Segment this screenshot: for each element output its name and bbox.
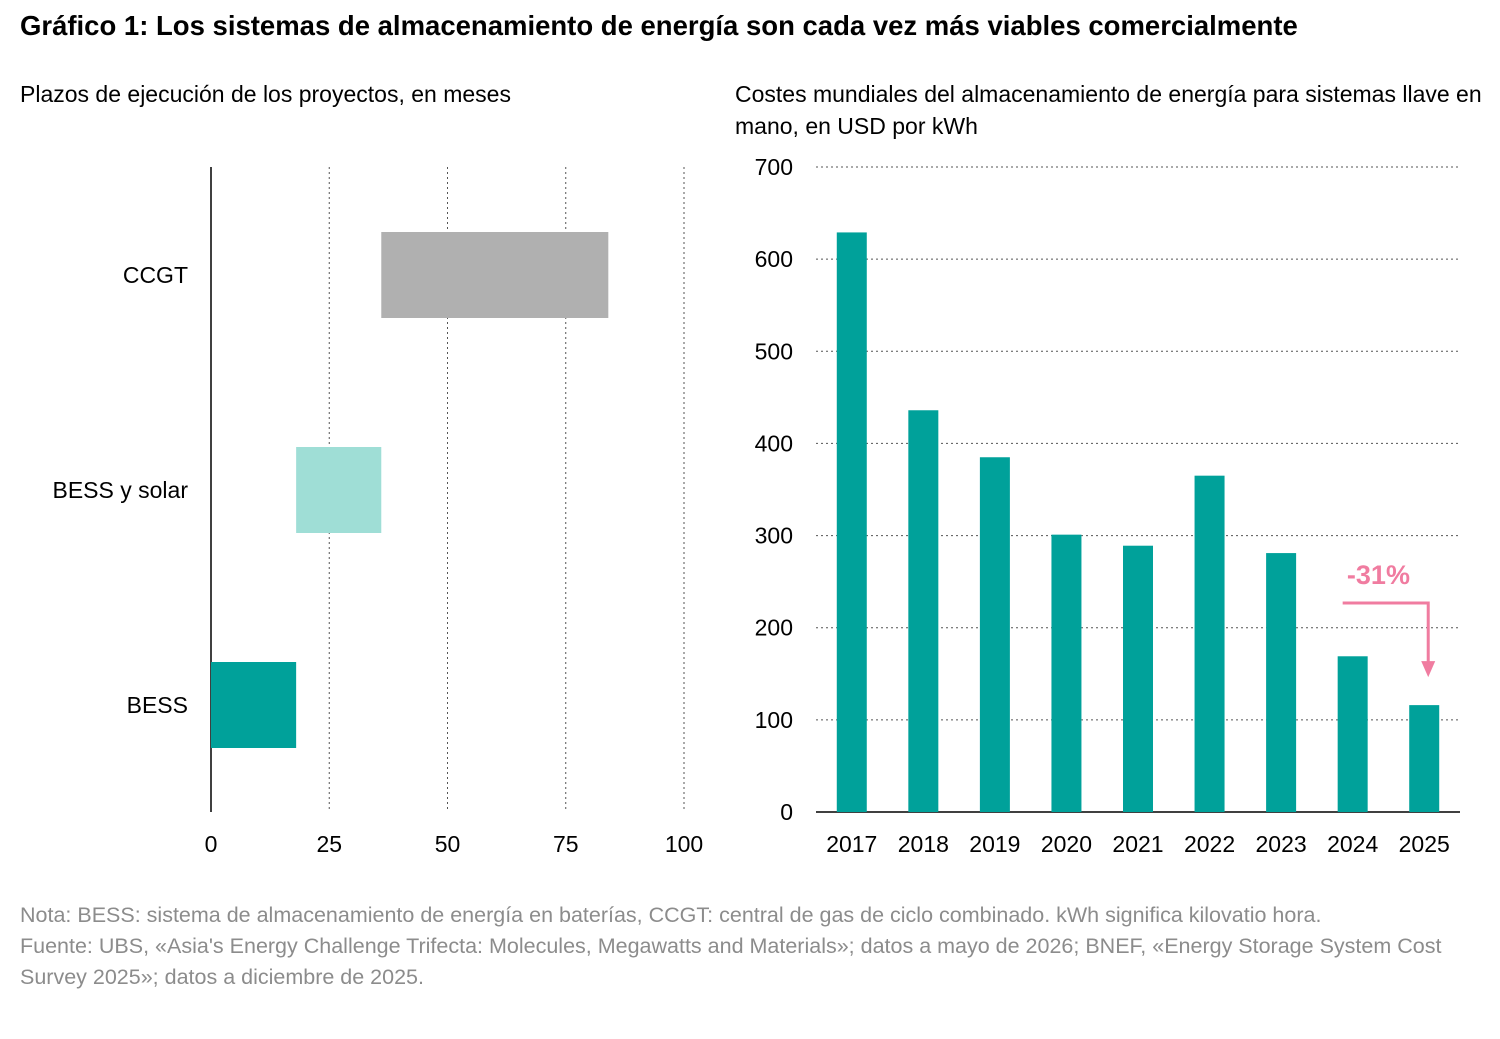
y-tick-label: 700 — [755, 154, 793, 180]
y-tick-label: 500 — [755, 338, 793, 364]
x-tick-label: 50 — [435, 831, 461, 857]
x-tick-label: 2022 — [1184, 831, 1235, 857]
x-tick-label: 0 — [205, 831, 218, 857]
change-arrow-head — [1421, 661, 1436, 678]
y-tick-label: 300 — [755, 523, 793, 549]
category-label: BESS y solar — [53, 477, 189, 503]
y-tick-label: 200 — [755, 615, 793, 641]
x-tick-label: 2024 — [1327, 831, 1378, 857]
x-tick-label: 100 — [665, 831, 703, 857]
change-arrow-line — [1342, 601, 1430, 664]
left-chart-subtitle: Plazos de ejecución de los proyectos, en… — [20, 81, 511, 107]
x-tick-label: 2023 — [1256, 831, 1307, 857]
range-bar — [381, 232, 609, 318]
cost-bar — [1194, 475, 1225, 812]
x-tick-label: 2025 — [1399, 831, 1450, 857]
cost-bar — [1123, 545, 1153, 812]
category-label: CCGT — [123, 262, 188, 288]
cost-bar — [1051, 534, 1082, 812]
note-text: Nota: BESS: sistema de almacenamiento de… — [20, 903, 1322, 927]
cost-bar — [979, 457, 1010, 812]
x-tick-label: 25 — [316, 831, 342, 857]
y-tick-label: 400 — [755, 430, 793, 456]
cost-bar — [1337, 656, 1368, 812]
footnotes: Nota: BESS: sistema de almacenamiento de… — [20, 900, 1490, 993]
x-tick-label: 2017 — [826, 831, 877, 857]
y-tick-label: 100 — [755, 707, 793, 733]
cost-bar — [1409, 705, 1440, 812]
y-tick-label: 600 — [755, 246, 793, 272]
y-tick-label: 0 — [780, 799, 793, 825]
cost-bar — [1266, 553, 1297, 812]
x-tick-label: 2020 — [1041, 831, 1092, 857]
x-tick-label: 2019 — [969, 831, 1020, 857]
cost-bar — [908, 410, 939, 812]
x-tick-label: 2021 — [1112, 831, 1163, 857]
right-chart-subtitle: Costes mundiales del almacenamiento de e… — [735, 81, 1482, 139]
range-bar — [296, 447, 382, 533]
source-text: Fuente: UBS, «Asia's Energy Challenge Tr… — [20, 934, 1442, 989]
x-tick-label: 75 — [553, 831, 579, 857]
category-label: BESS — [127, 692, 188, 718]
range-bar — [211, 662, 297, 748]
cost-bar — [836, 232, 867, 812]
x-tick-label: 2018 — [898, 831, 949, 857]
change-annotation-label: -31% — [1347, 560, 1410, 590]
page-title: Gráfico 1: Los sistemas de almacenamient… — [20, 10, 1298, 41]
